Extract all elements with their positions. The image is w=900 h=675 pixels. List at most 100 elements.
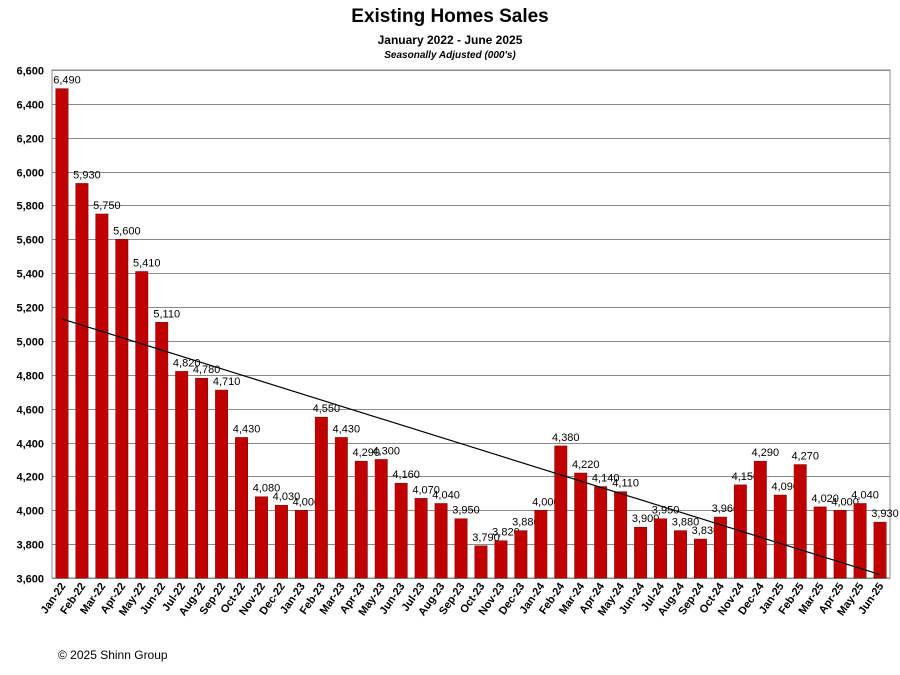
data-label: 4,430 [233,423,261,435]
y-tick-label: 5,800 [16,201,44,213]
data-label: 3,880 [512,517,540,529]
bar [374,459,388,579]
bar [314,416,328,579]
data-label: 5,600 [113,225,141,237]
y-tick-label: 3,800 [16,540,44,552]
data-label: 4,380 [552,432,580,444]
bar [773,494,787,579]
data-label: 5,410 [133,258,161,270]
bar [873,521,887,579]
data-label: 4,000 [293,496,321,508]
bar [414,498,428,579]
data-label: 4,070 [412,484,440,496]
data-label: 5,110 [153,308,180,320]
bar [534,510,548,579]
bar [175,371,189,579]
data-label: 4,430 [333,423,361,435]
y-tick-label: 4,800 [16,371,44,383]
y-tick-label: 6,400 [16,100,44,112]
y-tick-label: 5,400 [16,269,44,281]
bar [554,445,568,579]
bar [135,271,149,579]
bar [494,540,508,579]
y-tick-label: 6,000 [16,168,44,180]
bar [294,510,308,579]
bar [454,518,468,579]
bar [255,496,268,579]
data-label: 6,490 [53,75,81,87]
data-label: 4,290 [752,447,780,459]
bar [235,437,248,579]
data-label: 4,780 [193,364,221,376]
data-label: 3,820 [492,527,520,539]
y-tick-label: 4,000 [16,506,44,518]
data-label: 4,550 [313,403,341,415]
data-label: 4,160 [392,469,420,481]
data-label: 4,040 [432,489,460,501]
bar [853,503,867,579]
data-label: 3,880 [672,517,700,529]
data-label: 3,830 [692,525,720,537]
bar [115,239,129,579]
y-tick-label: 4,400 [16,439,44,451]
bar [514,530,528,579]
y-tick-label: 6,600 [16,66,44,78]
bar [614,491,628,579]
data-label: 4,150 [732,471,760,483]
chart-subtitle-units: Seasonally Adjusted (000's) [384,50,516,61]
data-label: 4,300 [372,445,400,457]
bar [634,526,648,579]
data-label: 4,220 [572,459,600,471]
bar [474,545,488,579]
bar [654,518,667,579]
bar [434,503,448,579]
bar [95,213,109,579]
data-label: 3,960 [712,503,740,515]
data-label: 5,930 [73,169,101,181]
bar [155,322,169,579]
data-label: 4,080 [253,483,281,495]
bar [195,377,209,579]
data-label: 3,930 [871,508,899,520]
data-label: 4,140 [592,473,620,485]
y-tick-label: 3,600 [16,574,44,586]
data-label: 4,000 [831,496,859,508]
bar [215,389,229,579]
trendline [61,318,881,576]
data-label: 5,750 [93,200,121,212]
bar [275,504,288,579]
data-label: 4,000 [532,496,560,508]
bar [753,460,767,579]
y-tick-label: 5,600 [16,235,44,247]
bar [574,472,588,579]
data-label: 3,950 [452,505,480,517]
data-label: 4,110 [612,478,639,490]
data-label: 4,040 [851,489,879,501]
data-label: 4,090 [771,481,799,493]
bar [75,183,89,579]
bar [594,486,608,579]
y-tick-label: 4,600 [16,405,44,417]
bar [674,530,687,579]
data-label: 3,790 [472,532,500,544]
bar [694,538,707,579]
data-label: 3,900 [632,513,660,525]
bar [334,437,348,579]
data-label: 4,030 [273,491,301,503]
data-label: 3,950 [652,505,680,517]
data-label: 4,020 [811,493,839,505]
bar [55,88,69,579]
y-tick-label: 4,200 [16,472,44,484]
bar [793,464,807,579]
chart-subtitle: January 2022 - June 2025 [377,33,523,47]
y-tick-label: 5,000 [16,337,44,349]
data-label: 4,290 [352,447,380,459]
y-tick-label: 6,200 [16,134,44,146]
data-label: 4,270 [791,451,819,463]
chart-title: Existing Homes Sales [351,6,549,27]
bar [813,506,827,579]
bar [713,516,727,579]
bar [354,460,368,579]
bar [394,482,408,579]
